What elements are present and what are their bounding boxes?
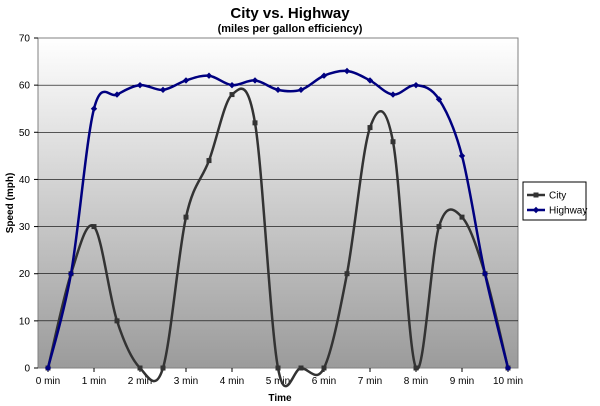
data-point-city [183,214,189,220]
data-point-highway [389,91,397,98]
data-point-highway [504,364,512,372]
y-axis-label: Speed (mph) [5,173,16,234]
y-tick-label: 30 [19,222,31,233]
data-point-highway [67,270,75,277]
data-point-highway [412,81,420,89]
data-point-highway [136,81,144,89]
data-point-city [321,365,327,371]
data-point-city [390,139,396,145]
legend-box [522,181,587,221]
chart-subtitle: (miles per gallon efficiency) [218,23,363,35]
data-point-highway [458,152,466,160]
series-line-city [46,87,510,388]
data-point-highway [182,77,190,84]
data-point-highway [205,72,213,79]
data-point-city [206,158,212,164]
x-tick-label: 7 min [358,376,382,387]
data-point-city [344,271,350,277]
x-tick-label: 1 min [82,376,106,387]
data-point-highway [228,81,236,89]
chart-title: City vs. Highway [230,5,350,22]
data-point-city [298,365,304,371]
data-point-city [367,125,373,131]
x-tick-label: 8 min [404,376,428,387]
data-point-highway [44,364,52,372]
legend-label-city: City [549,191,566,202]
data-point-highway [113,91,121,98]
y-tick-label: 50 [19,128,31,139]
data-point-highway [251,77,259,84]
data-point-city [413,365,419,371]
data-point-highway [90,105,98,112]
legend-marker-city [533,192,539,198]
y-tick-label: 0 [24,364,30,375]
data-point-highway [343,67,351,75]
data-point-highway [297,86,305,94]
data-point-city [137,365,143,371]
y-tick-label: 10 [19,316,31,327]
series-highway [44,67,512,372]
data-point-highway [366,77,374,84]
x-tick-label: 3 min [174,376,198,387]
data-point-highway [159,86,167,94]
x-tick-label: 5 min [266,376,290,387]
y-tick-label: 40 [19,175,31,186]
data-point-city [229,92,235,98]
x-axis-label: Time [268,393,292,404]
y-tick-label: 60 [19,81,31,92]
data-point-highway [481,270,489,277]
data-point-city [91,224,97,230]
legend: City Highway [522,181,587,221]
x-axis-ticks: 0 min 1 min 2 min 3 min 4 min 5 min 6 min 7 min… [36,368,523,387]
legend-item-highway: Highway [527,206,587,217]
y-tick-label: 70 [19,34,31,45]
x-tick-label: 10 min [493,376,523,387]
data-point-highway [274,86,282,94]
data-point-city [459,214,465,220]
x-tick-label: 0 min [36,376,60,387]
data-point-highway [435,96,443,103]
data-point-city [252,120,258,126]
x-tick-label: 6 min [312,376,336,387]
data-point-city [275,365,281,371]
x-tick-label: 2 min [128,376,152,387]
x-tick-label: 9 min [450,376,474,387]
y-tick-label: 20 [19,269,31,280]
data-point-city [436,224,442,230]
y-axis-ticks: 0 10 20 30 40 50 60 70 [19,34,38,375]
data-point-city [114,318,120,324]
data-point-city [160,365,166,371]
series-layer [44,67,512,388]
legend-marker-highway [532,206,540,214]
legend-label-highway: Highway [549,206,587,217]
legend-item-city: City [527,191,566,202]
data-point-highway [320,72,328,79]
x-tick-label: 4 min [220,376,244,387]
